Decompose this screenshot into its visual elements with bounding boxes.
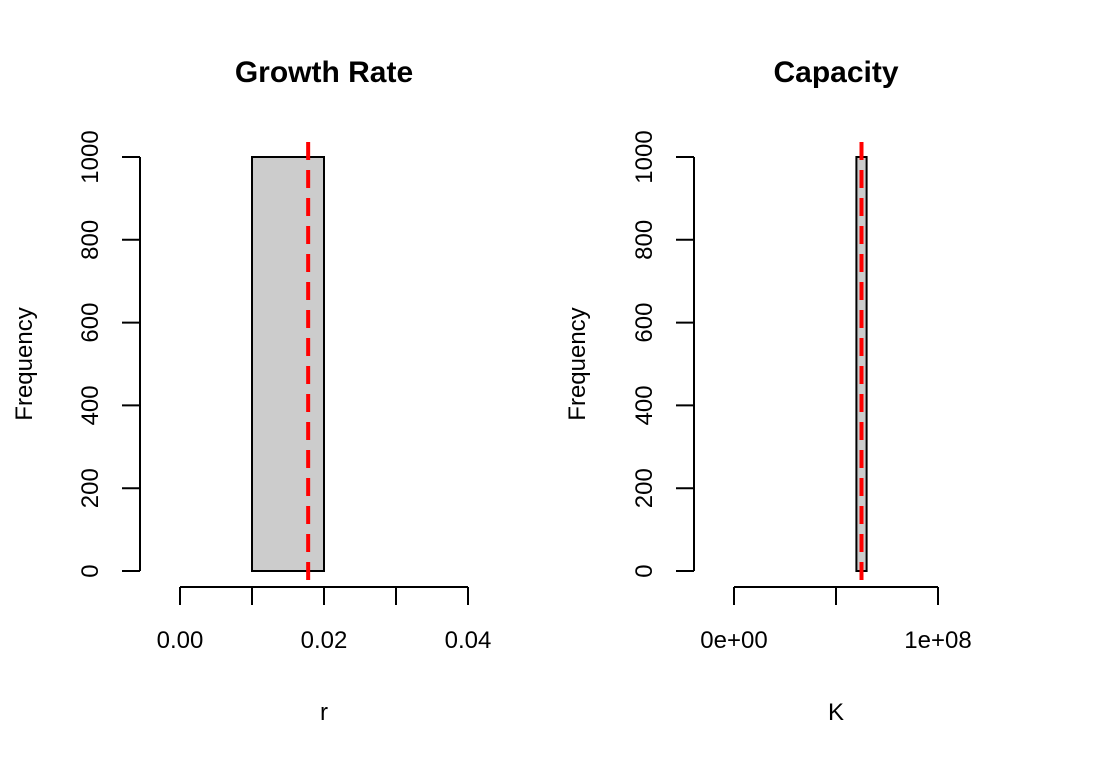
y-tick-label: 1000 xyxy=(77,130,104,183)
y-tick-label: 400 xyxy=(77,385,104,425)
y-axis-label: Frequency xyxy=(11,307,38,420)
x-tick-label: 0.02 xyxy=(301,627,348,654)
y-tick-label: 800 xyxy=(631,220,658,260)
y-tick-label: 200 xyxy=(631,468,658,508)
x-axis-label: K xyxy=(828,699,844,726)
y-tick-label: 200 xyxy=(77,468,104,508)
x-tick-label: 0.00 xyxy=(157,627,204,654)
y-tick-label: 0 xyxy=(77,564,104,577)
y-axis-label: Frequency xyxy=(564,307,591,420)
chart-title: Growth Rate xyxy=(235,56,413,89)
x-tick-label: 0e+00 xyxy=(700,627,767,654)
x-tick-label: 0.04 xyxy=(445,627,492,654)
x-tick-label: 1e+08 xyxy=(904,627,971,654)
y-tick-label: 600 xyxy=(631,303,658,343)
y-tick-label: 600 xyxy=(77,303,104,343)
chart-title: Capacity xyxy=(773,56,898,89)
growth-rate-panel: Growth Rate 0 200 400 600 800 1000 Frequency 0.0… xyxy=(11,56,491,726)
capacity-panel: Capacity 0 200 400 600 800 1000 Frequency 0e+00 1… xyxy=(564,56,972,726)
histogram-bar xyxy=(251,156,325,572)
x-axis-label: r xyxy=(320,699,328,726)
y-tick-label: 800 xyxy=(77,220,104,260)
y-tick-label: 1000 xyxy=(631,130,658,183)
y-tick-label: 0 xyxy=(631,564,658,577)
y-tick-label: 400 xyxy=(631,385,658,425)
